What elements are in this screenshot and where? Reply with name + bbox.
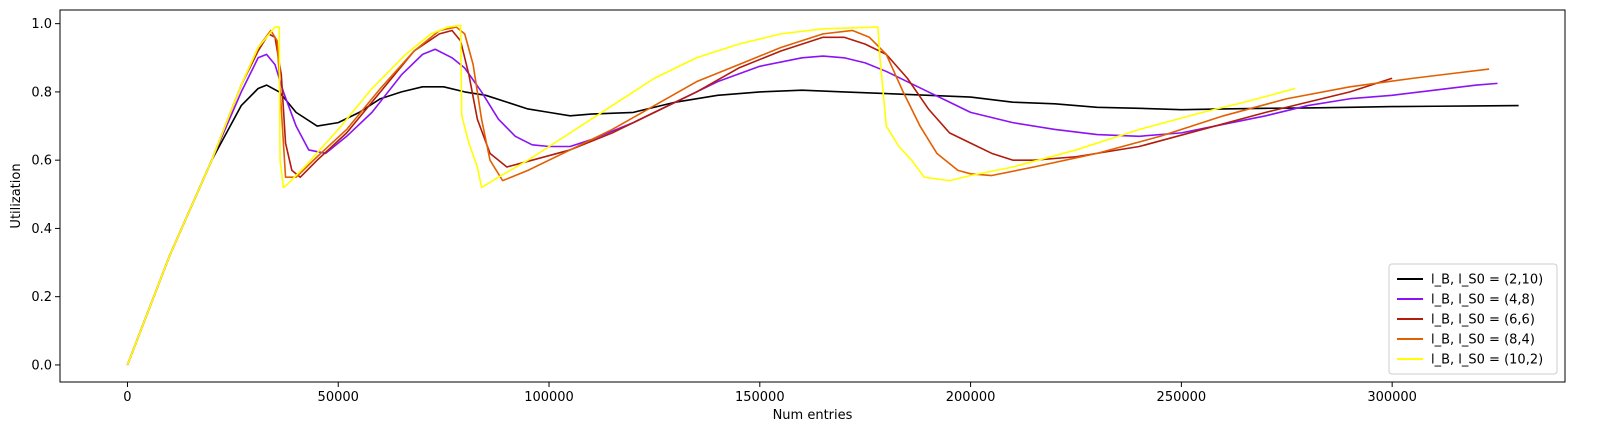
x-axis: 0 50000 100000 150000 200000 250000 300000: [123, 382, 1417, 405]
x-tick-label: 200000: [946, 390, 996, 405]
y-axis: 0.0 0.2 0.4 0.6 0.8 1.0: [31, 17, 60, 373]
legend-label: l_B, l_S0 = (2,10): [1431, 273, 1543, 288]
y-tick-label: 0.8: [31, 85, 52, 100]
series-line-5: [126, 24, 1296, 366]
y-tick-label: 1.0: [31, 17, 52, 32]
series-line-1: [126, 84, 1519, 366]
y-tick-label: 0.2: [31, 290, 52, 305]
legend-box: [1388, 263, 1558, 375]
plot-frame: [59, 9, 1566, 383]
legend-label: l_B, l_S0 = (8,4): [1431, 333, 1535, 348]
series-line-2: [126, 48, 1498, 366]
y-tick-label: 0.4: [31, 222, 52, 237]
x-tick-label: 150000: [735, 390, 785, 405]
y-tick-label: 0.6: [31, 154, 52, 169]
x-tick-label: 250000: [1157, 390, 1207, 405]
series-line-4: [126, 26, 1490, 366]
legend-label: l_B, l_S0 = (4,8): [1431, 293, 1535, 308]
y-tick-label: 0.0: [31, 358, 52, 373]
x-axis-label: Num entries: [773, 408, 853, 423]
x-tick-label: 100000: [524, 390, 574, 405]
x-tick-label: 50000: [318, 390, 359, 405]
legend-label: l_B, l_S0 = (10,2): [1431, 353, 1543, 368]
series-layer: [126, 24, 1519, 366]
series-line-3: [126, 29, 1393, 366]
legend: l_B, l_S0 = (2,10) l_B, l_S0 = (4,8) l_B, …: [1388, 263, 1558, 375]
x-tick-label: 300000: [1367, 390, 1417, 405]
y-axis-label: Utilization: [9, 163, 24, 228]
x-tick-label: 0: [123, 390, 131, 405]
legend-label: l_B, l_S0 = (6,6): [1431, 313, 1535, 328]
